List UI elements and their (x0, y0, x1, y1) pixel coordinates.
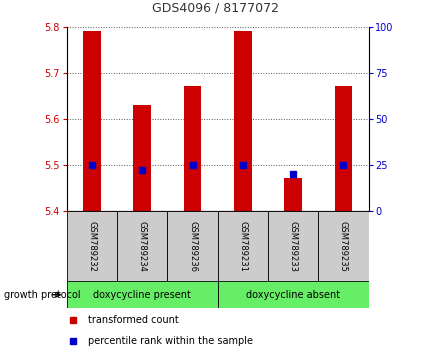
Bar (67, 211, 117, 281)
Bar (233, 31, 251, 211)
Text: transformed count: transformed count (88, 315, 178, 325)
Text: GSM789231: GSM789231 (238, 221, 247, 272)
Bar (267, 211, 317, 281)
Bar (183, 86, 201, 211)
Text: percentile rank within the sample: percentile rank within the sample (88, 336, 252, 346)
Text: growth protocol: growth protocol (4, 290, 81, 300)
Bar (217, 211, 267, 281)
Bar (217, 281, 368, 308)
Bar (117, 211, 167, 281)
Bar (284, 178, 301, 211)
Text: GSM789235: GSM789235 (338, 221, 347, 272)
Bar (133, 105, 150, 211)
Text: GSM789236: GSM789236 (187, 221, 197, 272)
Text: GSM789234: GSM789234 (138, 221, 146, 272)
Text: GSM789232: GSM789232 (87, 221, 96, 272)
Bar (317, 211, 368, 281)
Bar (334, 86, 351, 211)
Text: doxycycline present: doxycycline present (93, 290, 191, 300)
Text: GSM789233: GSM789233 (288, 221, 297, 272)
Bar (67, 281, 217, 308)
Bar (167, 211, 217, 281)
Text: doxycycline absent: doxycycline absent (246, 290, 339, 300)
Text: GDS4096 / 8177072: GDS4096 / 8177072 (152, 1, 278, 14)
Bar (83, 31, 101, 211)
